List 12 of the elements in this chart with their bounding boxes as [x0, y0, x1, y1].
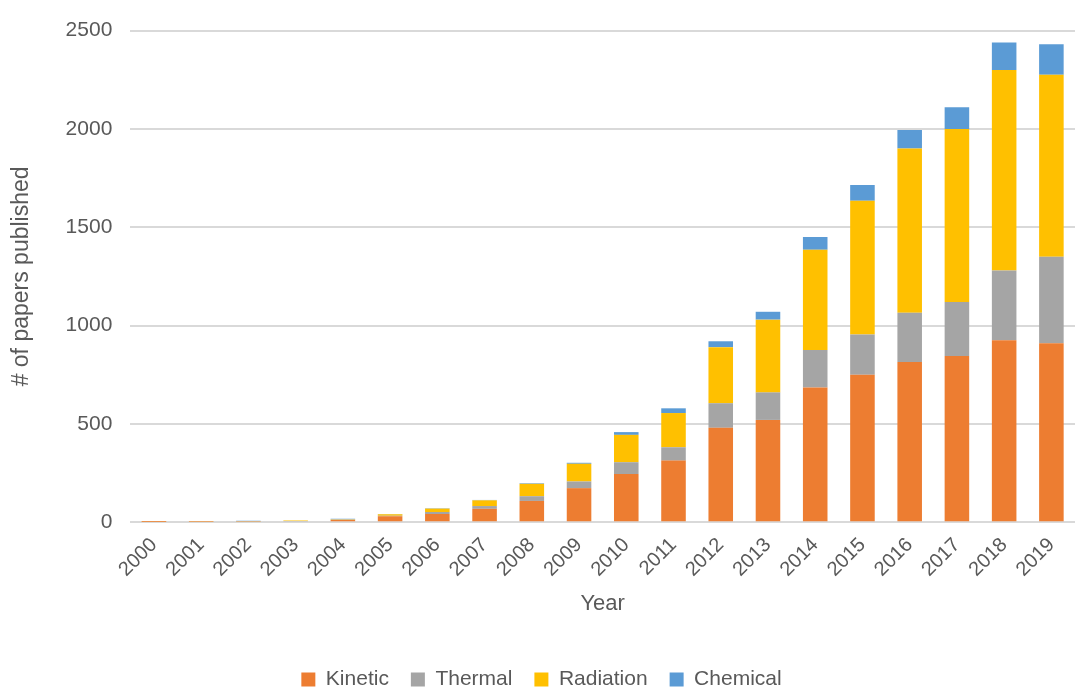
- y-tick-label: 0: [100, 508, 113, 532]
- legend-label: Radiation: [558, 666, 648, 690]
- y-tick-label: 2500: [65, 17, 113, 41]
- y-tick-label: 1000: [65, 312, 113, 336]
- y-tick-label: 1500: [65, 214, 113, 238]
- y-tick-label: 2000: [65, 115, 113, 139]
- x-axis-title: Year: [580, 589, 625, 615]
- y-axis-title: # of papers published: [7, 166, 34, 387]
- legend-label: Thermal: [435, 666, 513, 690]
- legend-label: Chemical: [694, 666, 782, 690]
- legend-label: Kinetic: [325, 666, 389, 690]
- y-tick-label: 500: [77, 410, 113, 434]
